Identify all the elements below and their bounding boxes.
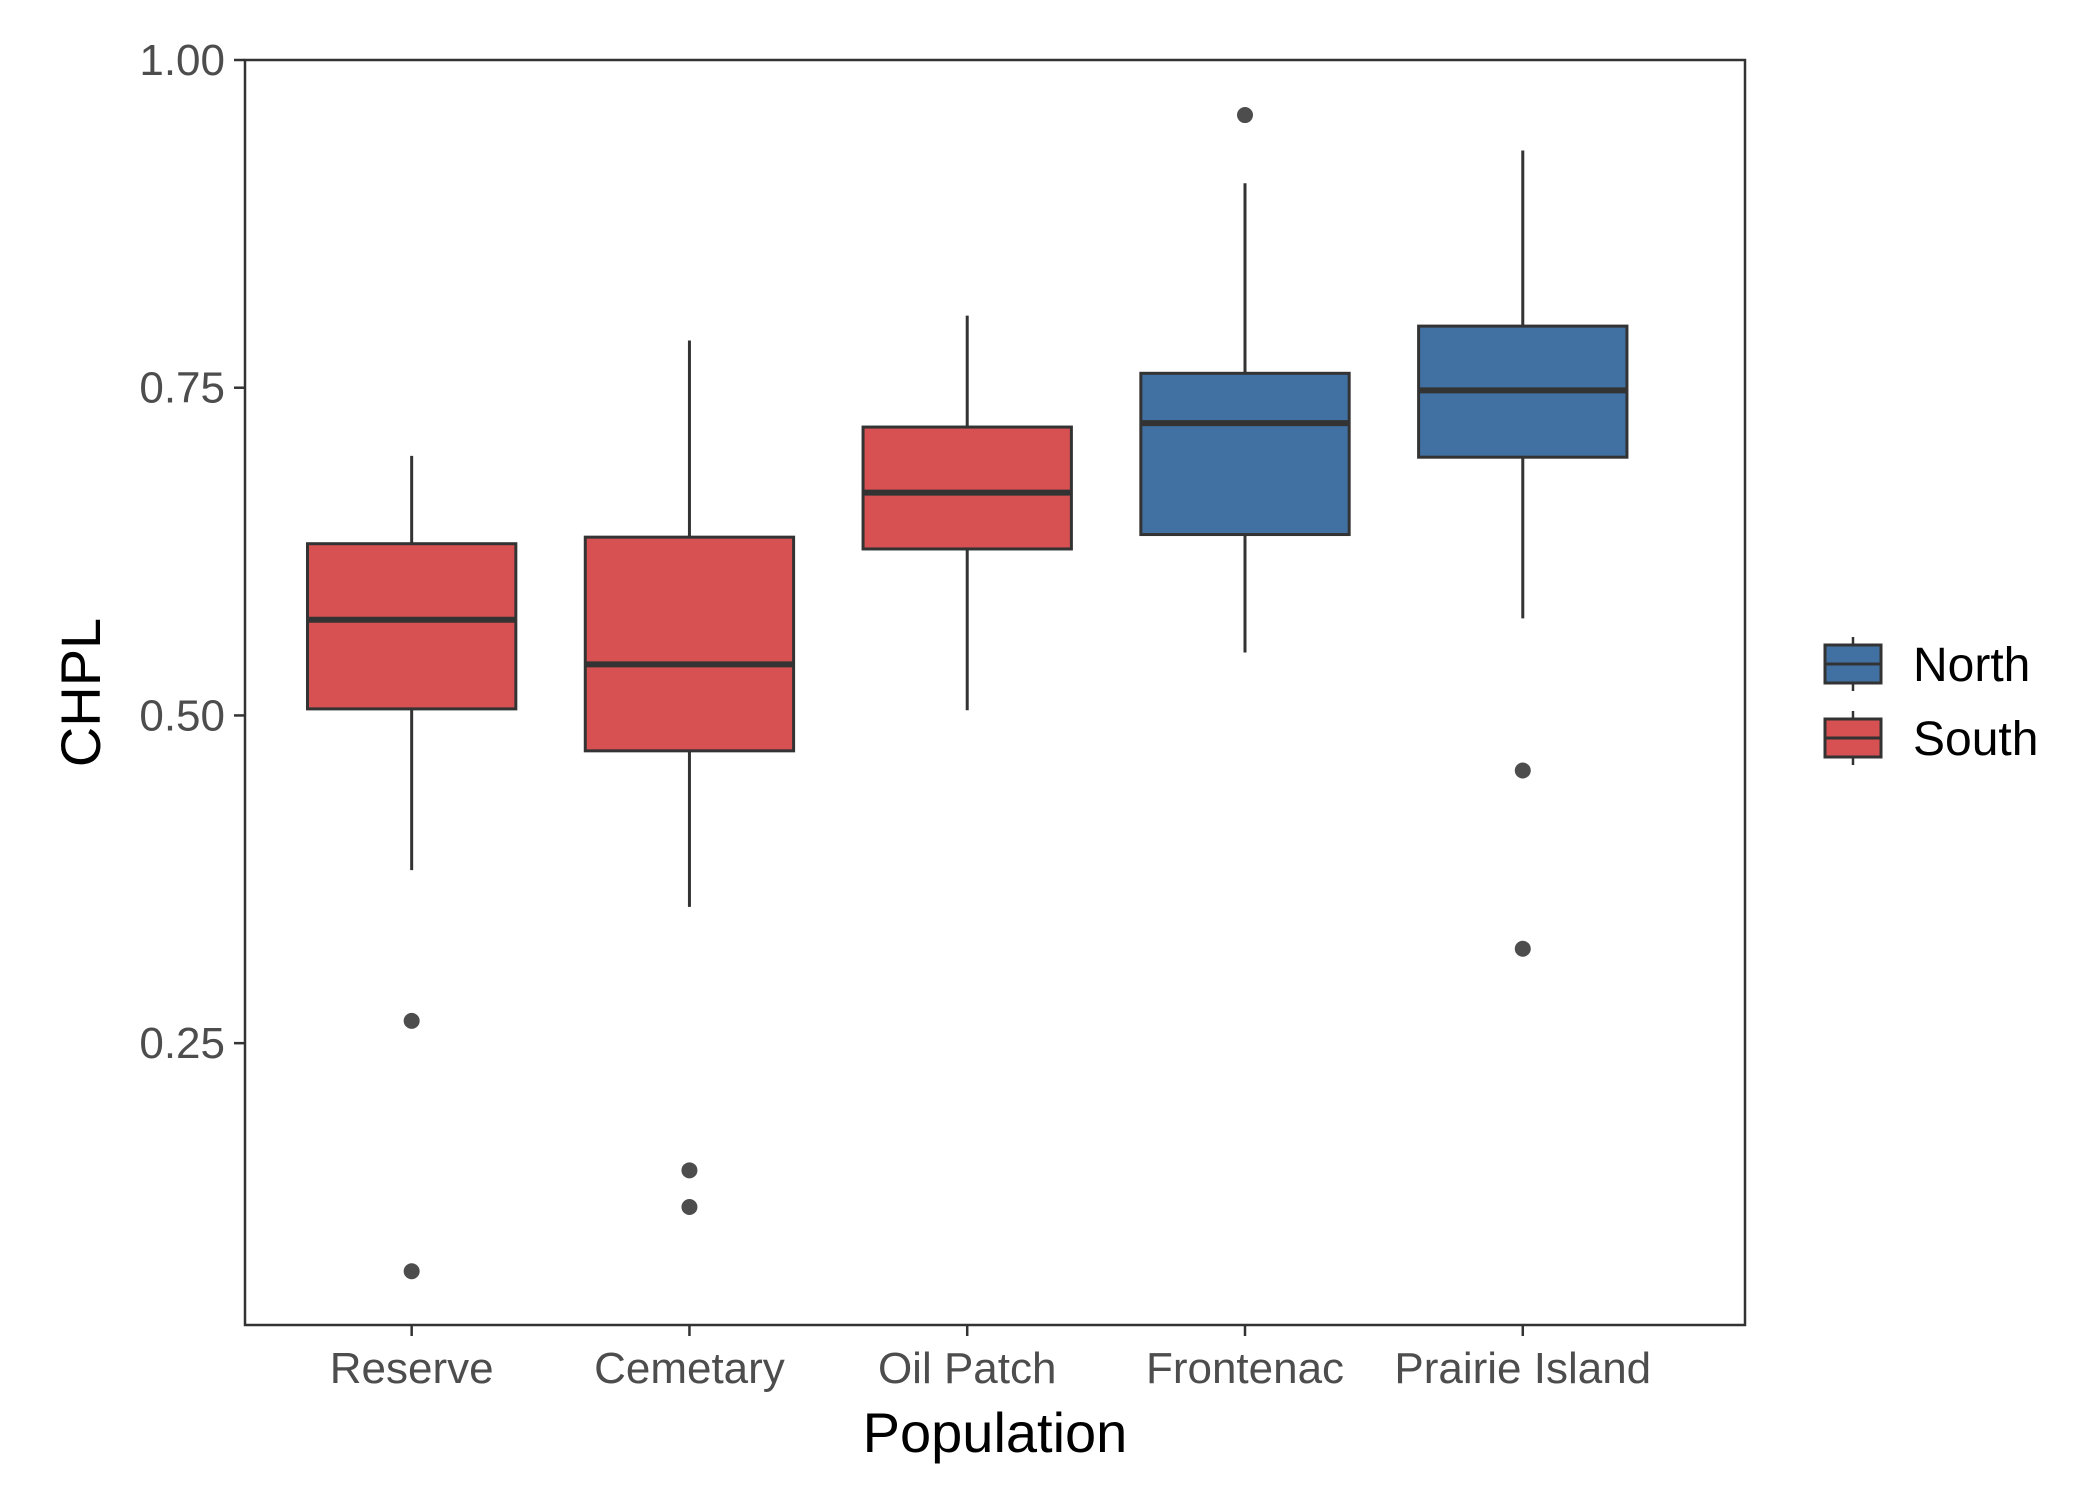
legend-item-south: South bbox=[1823, 711, 2038, 766]
box-frontenac bbox=[1139, 107, 1351, 653]
x-axis-title: Population bbox=[863, 1401, 1128, 1464]
outlier-point bbox=[1514, 940, 1531, 957]
panel-border bbox=[243, 58, 1747, 1327]
box-iqr bbox=[306, 542, 518, 711]
y-tick-label: 1.00 bbox=[139, 36, 225, 85]
plot-area bbox=[306, 107, 1629, 1280]
x-tick-label: Oil Patch bbox=[878, 1344, 1057, 1393]
outlier-point bbox=[1237, 107, 1253, 124]
legend-label: South bbox=[1913, 713, 2038, 766]
box-iqr bbox=[1139, 371, 1351, 537]
x-tick-label: Prairie Island bbox=[1394, 1344, 1651, 1393]
legend-item-north: North bbox=[1823, 637, 2030, 692]
axes: 0.25 0.50 0.75 1.00 Reserve Cemetary Oil Patch… bbox=[139, 36, 1747, 1393]
legend-label: North bbox=[1913, 639, 2030, 692]
box-prairie-island bbox=[1417, 150, 1629, 957]
y-tick-label: 0.25 bbox=[139, 1019, 225, 1068]
outlier-point bbox=[403, 1263, 420, 1280]
outlier-point bbox=[1514, 762, 1531, 779]
y-axis-title: CHPL bbox=[49, 618, 112, 767]
x-tick-label: Reserve bbox=[330, 1344, 494, 1393]
legend: North South bbox=[1823, 637, 2038, 766]
box-oil-patch bbox=[861, 315, 1073, 711]
x-tick-label: Frontenac bbox=[1146, 1344, 1344, 1393]
box-cemetary bbox=[583, 340, 796, 1216]
y-tick-label: 0.75 bbox=[139, 364, 225, 413]
y-tick-label: 0.50 bbox=[139, 691, 225, 740]
outlier-point bbox=[681, 1199, 698, 1216]
box-reserve bbox=[306, 455, 518, 1280]
outlier-point bbox=[681, 1162, 698, 1179]
box-iqr bbox=[861, 425, 1073, 551]
outlier-point bbox=[403, 1012, 420, 1029]
x-tick-label: Cemetary bbox=[594, 1344, 785, 1393]
box-iqr bbox=[583, 535, 796, 753]
